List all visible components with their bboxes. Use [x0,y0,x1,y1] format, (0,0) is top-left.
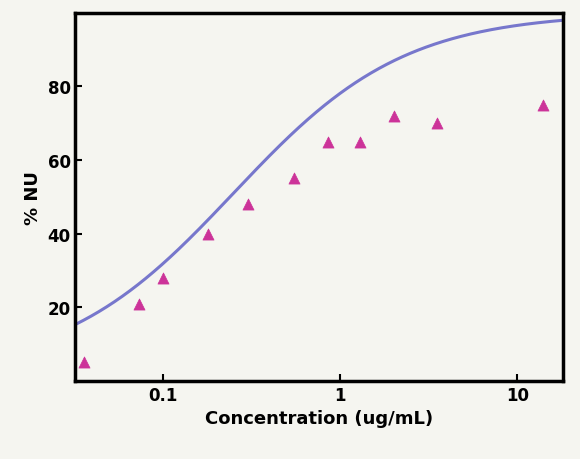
Point [539,102,548,109]
Point [389,113,398,120]
Point [356,139,365,146]
Point [158,274,168,282]
Point [204,230,213,238]
Point [80,359,89,366]
Point [243,201,252,208]
Point [432,120,441,128]
Point [134,300,143,308]
Y-axis label: % NU: % NU [24,170,42,224]
Point [323,139,332,146]
Point [289,175,299,183]
X-axis label: Concentration (ug/mL): Concentration (ug/mL) [205,409,433,427]
